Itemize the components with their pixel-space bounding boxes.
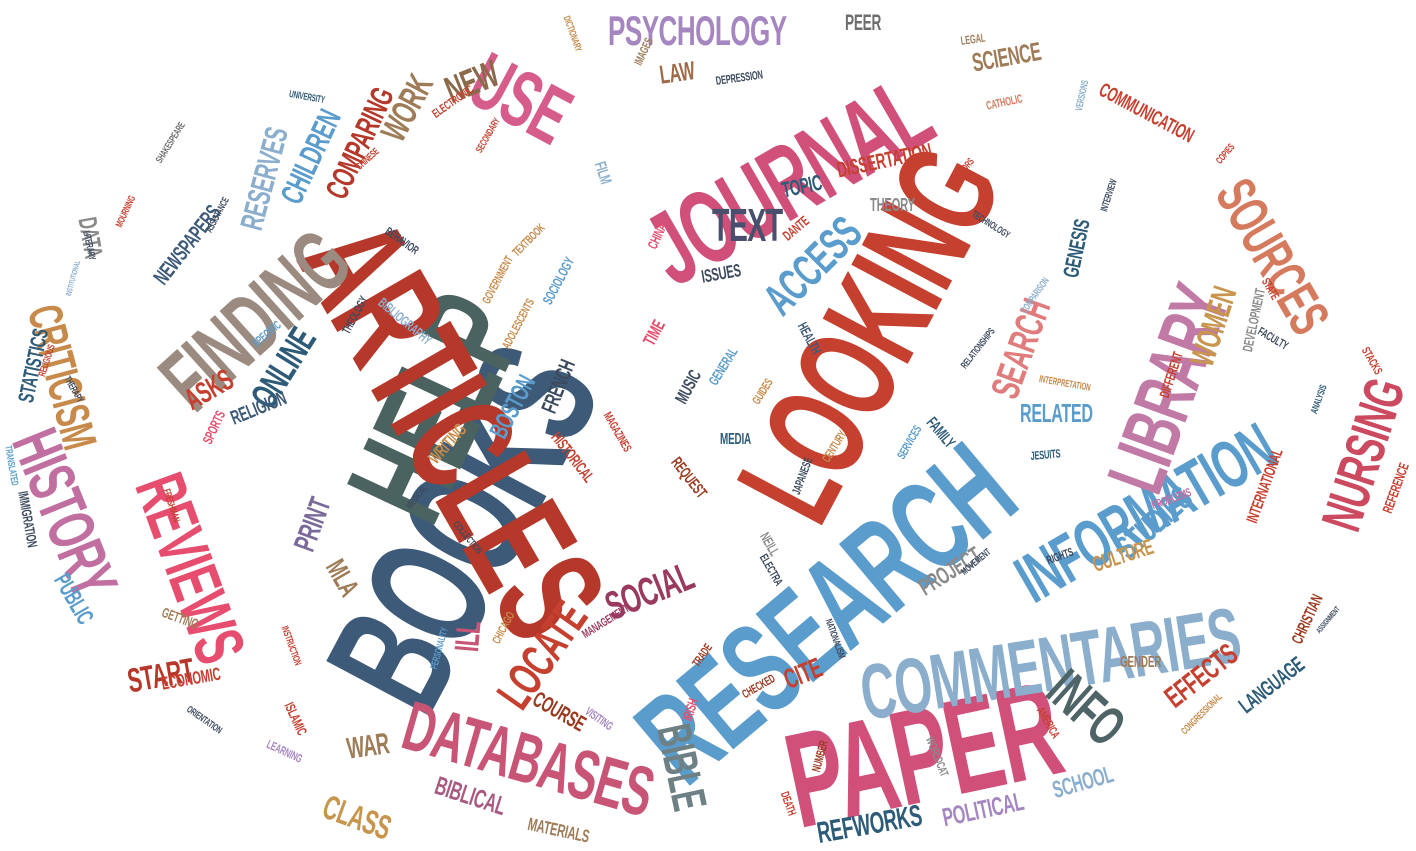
word-versions: VERSIONS [1074,79,1092,113]
word-related: RELATED [1020,398,1093,428]
word-time: TIME [639,316,669,349]
word-request: REQUEST [667,454,710,502]
word-depression: DEPRESSION [714,67,764,88]
word-ill: ILL [448,619,489,654]
word-development: DEVELOPMENT [1239,287,1269,354]
word-stacks: STACKS [1358,344,1386,377]
word-interpretation: INTERPRETATION [1038,374,1092,394]
word-law: LAW [657,55,697,90]
word-legal: LEGAL [959,30,987,48]
word-theory: THEORY [870,195,915,215]
word-communication: COMMUNICATION [1095,79,1198,148]
word-jesuits: JESUITS [1029,446,1061,463]
word-islamic: ISLAMIC [281,699,311,738]
word-music: MUSIC [671,366,706,407]
word-analysis: ANALYSIS [1309,383,1330,416]
word-university: UNIVERSITY [288,89,326,107]
word-class: CLASS [317,788,396,848]
word-shakespeare: SHAKESPEARE [154,120,188,166]
word-sociology: SOCIOLOGY [539,254,578,308]
word-print: PRINT [288,493,338,556]
word-textbook: TEXTBOOK [509,220,548,260]
word-copies: COPIES [1214,141,1238,167]
word-interview: INTERVIEW [1099,178,1120,214]
word-visiting: VISITING [582,704,616,734]
word-mourning: MOURNING [114,194,139,230]
word-dictionary: DICTIONARY [560,14,584,54]
word-war: WAR [344,727,392,766]
word-learning: LEARNING [264,737,305,766]
word-reviews: REVIEWS [120,463,261,673]
word-catholic: CATHOLIC [984,91,1024,113]
word-issues: ISSUES [699,260,743,287]
word-gender: GENDER [1120,654,1162,671]
word-media: MEDIA [720,431,751,448]
word-orientation: ORIENTATION [184,704,224,737]
word-materials: MATERIALS [526,814,592,847]
word-peer: PEER [845,10,882,35]
word-language: LANGUAGE [1233,651,1309,719]
word-film: FILM [590,159,614,187]
word-general: GENERAL [705,344,741,388]
word-genesis: GENESIS [1058,217,1095,280]
word-institutional: INSTITUTIONAL [64,259,83,298]
word-government: GOVERNMENT [479,253,516,307]
word-text: TEXT [712,199,783,251]
word-psychology: PSYCHOLOGY [608,7,787,54]
word-nursing: NURSING [1308,371,1416,539]
